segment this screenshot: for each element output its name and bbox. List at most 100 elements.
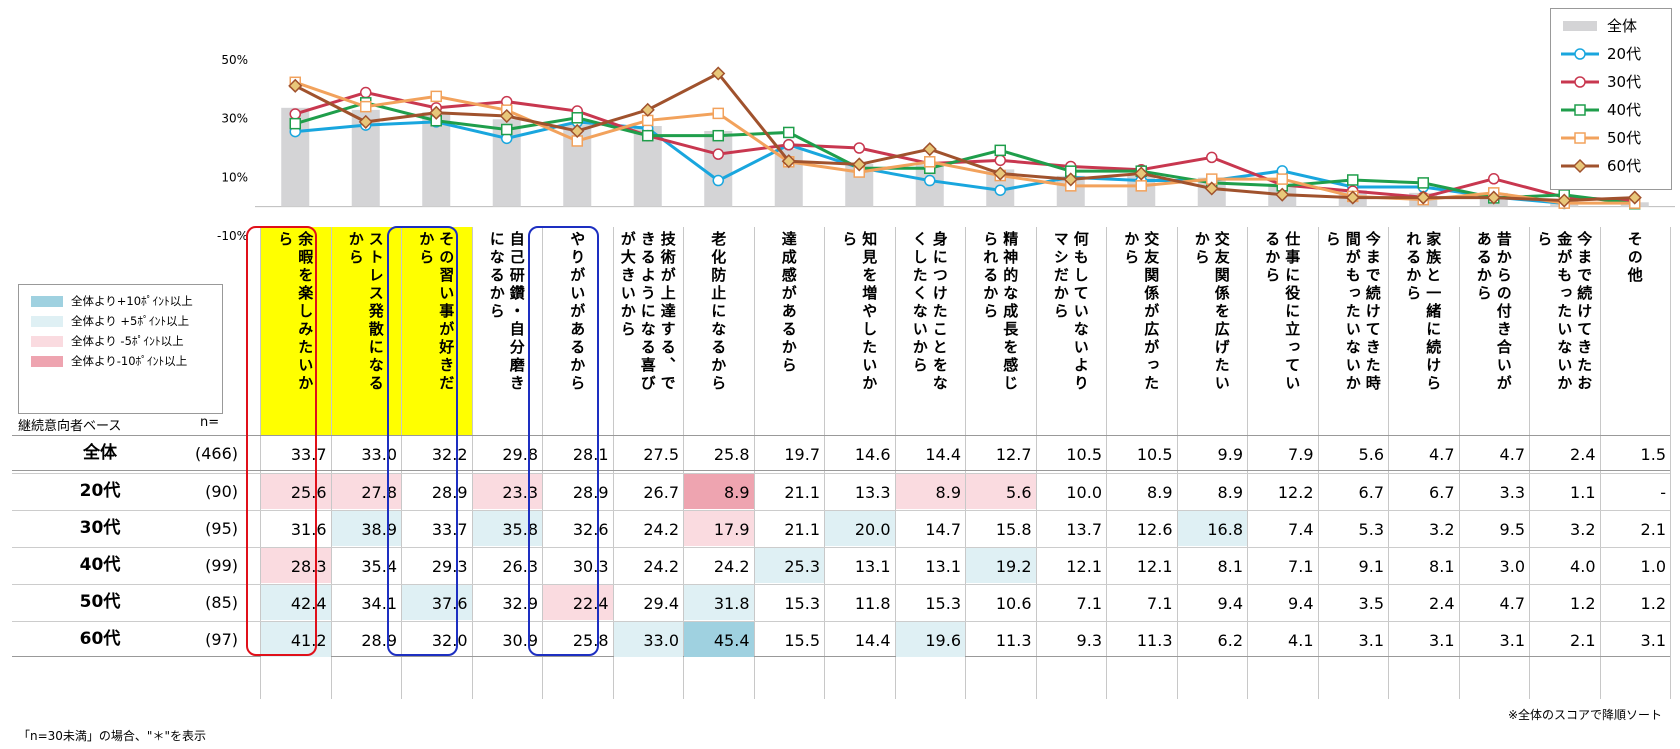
- table-cell: 15.5: [784, 631, 820, 650]
- table-cell: 25.8: [713, 445, 750, 464]
- table-cell: 33.7: [431, 520, 468, 539]
- column-header-text: 自己研鑽・自分磨き: [507, 231, 526, 393]
- point: [994, 184, 1006, 196]
- table-cell: 25.3: [754, 548, 824, 583]
- row-label: 30代: [79, 518, 121, 538]
- sort-note: ※全体のスコアで降順ソート: [1507, 708, 1662, 722]
- column-header-text: あるから: [1474, 231, 1493, 303]
- table-cell: 32.0: [431, 631, 468, 650]
- point: [924, 174, 936, 187]
- row-divider: [12, 547, 1670, 548]
- legend-marker: [1561, 75, 1599, 88]
- table-cell: 7.4: [1288, 520, 1314, 539]
- table-cell: 10.6: [995, 594, 1032, 613]
- table-cell: 5.6: [1358, 445, 1384, 464]
- table-cell: 7.9: [1288, 445, 1314, 464]
- point: [1276, 173, 1288, 185]
- table-cell: 26.7: [643, 483, 679, 502]
- legend-marker-point: [1572, 158, 1588, 173]
- row-n: (466): [194, 444, 238, 463]
- table-cell: 13.1: [925, 557, 961, 576]
- point: [289, 117, 301, 130]
- column-header-text: その習い事が好きだ: [437, 231, 456, 393]
- table-cell: 9.5: [1499, 520, 1525, 539]
- table-cell: 24.2: [643, 557, 679, 576]
- table-border: [12, 470, 1670, 471]
- column-header-text: 交友関係が広がった: [1142, 231, 1161, 393]
- column-divider: [894, 227, 896, 699]
- table-cell: 8.9: [1217, 483, 1243, 502]
- table-cell: 14.4: [925, 445, 961, 464]
- series-line: [294, 80, 1635, 205]
- row-n: (95): [205, 519, 238, 538]
- column-divider: [1247, 227, 1248, 699]
- column-header: 交友関係が広がった から: [1106, 227, 1177, 435]
- highlight-frame: [528, 226, 599, 656]
- table-cell: 13.1: [854, 557, 891, 576]
- column-header: 自己研鑽・自分磨き になるから: [472, 227, 543, 435]
- row-label: 50代: [79, 592, 121, 612]
- table-border: [12, 656, 1670, 657]
- column-divider: [1388, 227, 1389, 699]
- column-header-text: 身につけたことをな: [930, 231, 949, 393]
- highlight-legend-item: 全体より -5ﾎﾟｲﾝﾄ以上: [31, 333, 184, 349]
- point: [711, 66, 726, 81]
- column-header: 技術が上達する、で きるようになる喜び が大きいから: [613, 227, 684, 435]
- point: [852, 157, 867, 172]
- column-divider: [471, 227, 473, 699]
- table-cell: 12.6: [1136, 520, 1173, 539]
- point: [1627, 190, 1642, 205]
- table-cell: 21.1: [784, 483, 820, 502]
- table-cell: 28.9: [431, 483, 468, 502]
- column-header-text: から: [346, 231, 365, 267]
- table-cell: 3.3: [1499, 483, 1525, 502]
- table-cell: 21.1: [784, 520, 820, 539]
- table-cell: 33.7: [290, 445, 327, 464]
- column-header-text: ら: [1535, 231, 1554, 249]
- table-cell: 28.1: [572, 445, 609, 464]
- row-n: (90): [205, 482, 238, 501]
- column-divider: [1106, 227, 1107, 699]
- table-cell: 6.7: [1429, 483, 1455, 502]
- column-header: 家族と一緒に続けら れるから: [1388, 227, 1459, 435]
- column-header-text: 間がもったいないか: [1343, 231, 1362, 393]
- row-label: 全体: [83, 443, 117, 463]
- table-cell: 6.2: [1217, 631, 1243, 650]
- point: [1204, 181, 1219, 196]
- table-cell: 1.2: [1570, 594, 1596, 613]
- bar: [422, 112, 451, 207]
- legend-marker: [1561, 158, 1599, 173]
- table-cell: 3.1: [1499, 631, 1525, 650]
- header-highlight: [330, 227, 401, 435]
- series-line: [294, 101, 1635, 206]
- table-cell: 3.1: [1640, 631, 1666, 650]
- table-cell: 19.2: [966, 548, 1036, 583]
- column-divider: [612, 227, 614, 699]
- table-cell: 2.4: [1429, 594, 1455, 613]
- column-header-text: ストレス発散になる: [366, 231, 385, 393]
- table-cell: 14.7: [925, 520, 961, 539]
- table-cell: 3.1: [1358, 631, 1384, 650]
- column-header-text: 今まで続けてきたお: [1575, 231, 1594, 393]
- point: [781, 154, 796, 169]
- column-divider: [965, 227, 966, 699]
- n-note: 「n=30未満」の場合、"＊"を表示: [18, 729, 206, 743]
- series-legend-item: 20代: [1559, 43, 1641, 64]
- column-header: その習い事が好きだ から: [401, 227, 472, 435]
- series-legend-item: 全体: [1559, 15, 1637, 36]
- series-legend-text: 20代: [1607, 45, 1642, 63]
- legend-swatch: [31, 315, 63, 327]
- y-tick-label: 10%: [221, 170, 248, 184]
- series-line: [294, 71, 1635, 203]
- table-cell: 17.9: [684, 511, 754, 546]
- column-header-text: 知見を増やしたいか: [860, 231, 879, 393]
- legend-marker-point: [1574, 75, 1586, 88]
- table-cell: 11.8: [854, 594, 891, 613]
- column-header: 今まで続けてきたお 金がもったいないから: [1529, 227, 1600, 435]
- series-legend-text: 50代: [1607, 129, 1642, 147]
- row-n: (99): [205, 556, 238, 575]
- table-cell: 42.4: [261, 585, 331, 620]
- point: [358, 114, 373, 129]
- header-highlight: [260, 227, 331, 435]
- column-header-text: 精神的な成長を感じ: [1001, 231, 1020, 393]
